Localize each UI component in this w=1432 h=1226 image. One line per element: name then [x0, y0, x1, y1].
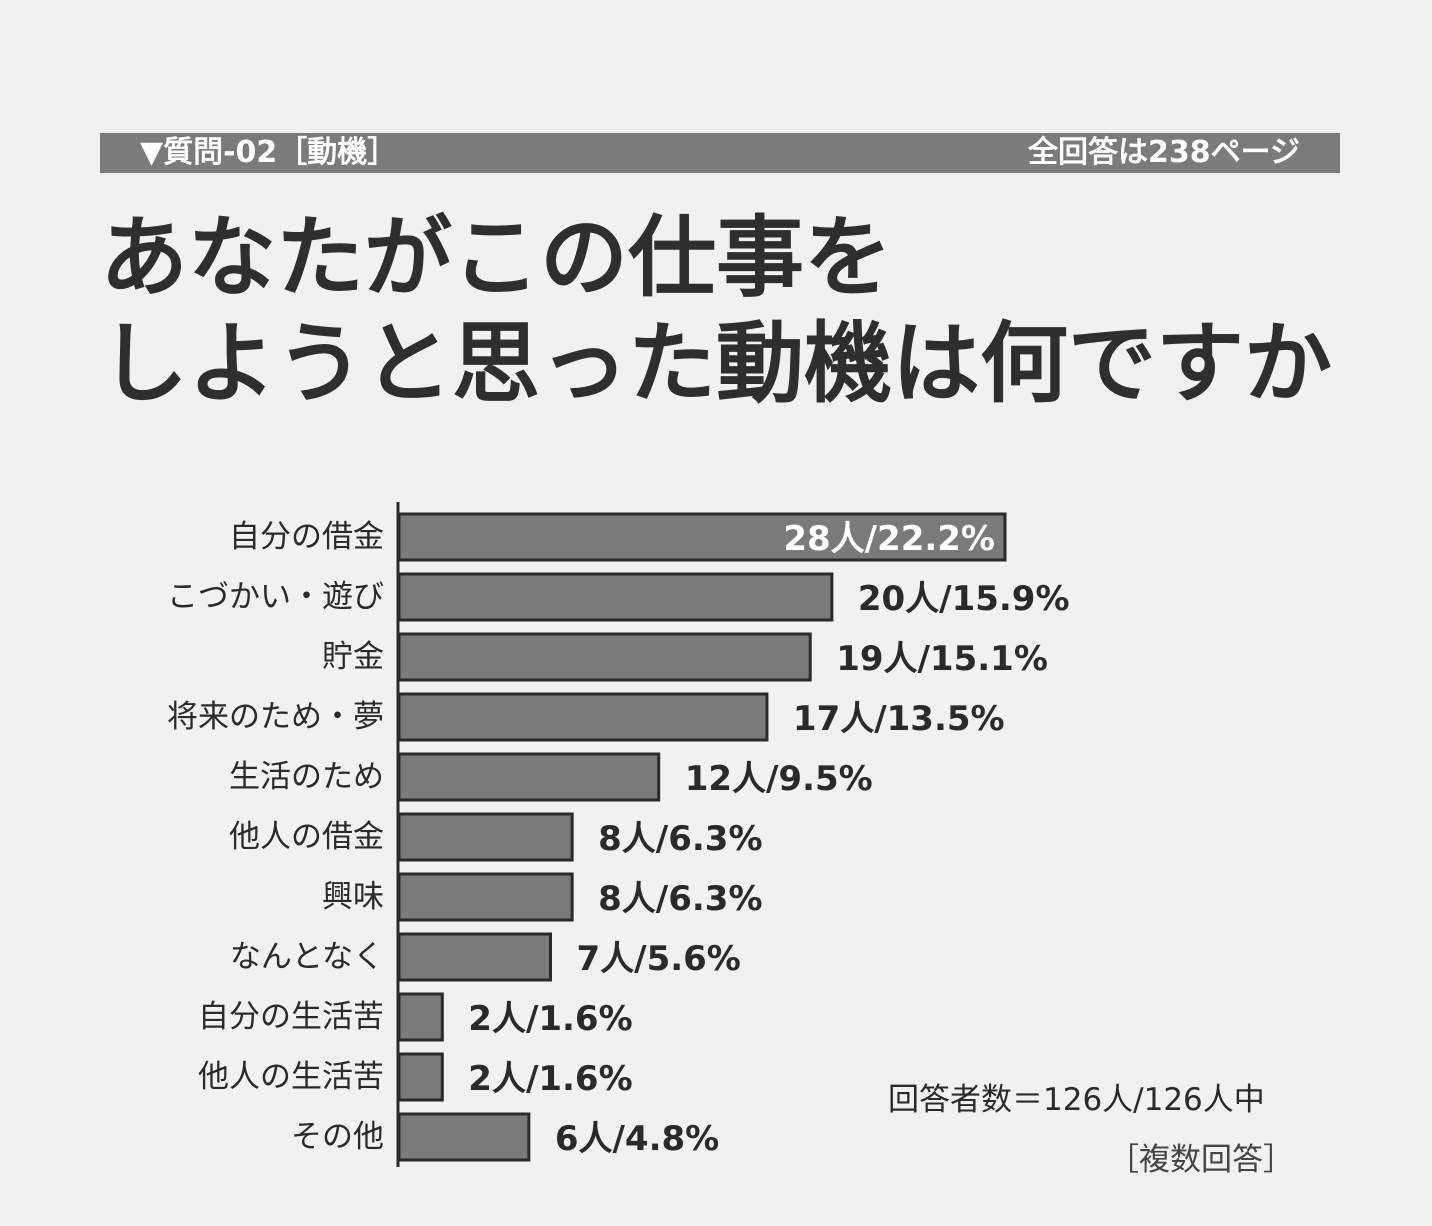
respondent-count-note: 回答者数＝126人/126人中 [888, 1082, 1265, 1118]
data-label: 7人/5.6% [577, 939, 741, 979]
category-label: なんとなく [230, 939, 384, 975]
bar [397, 1112, 531, 1162]
question-title: あなたがこの仕事を しようと思った動機は何ですか [100, 205, 1360, 417]
bar [397, 872, 574, 922]
category-label: 将来のため・夢 [167, 699, 384, 735]
category-label: 興味 [322, 879, 384, 915]
bar [397, 512, 1007, 562]
bar [397, 812, 574, 862]
data-label: 8人/6.3% [598, 819, 762, 859]
bar [397, 992, 444, 1042]
category-label: こづかい・遊び [167, 579, 384, 615]
bar [397, 1052, 444, 1102]
category-label: 自分の生活苦 [198, 999, 384, 1035]
data-label: 12人/9.5% [685, 759, 873, 799]
data-label: 8人/6.3% [598, 879, 762, 919]
multiple-answer-note: ［複数回答］ [1108, 1142, 1294, 1178]
bar [397, 752, 661, 802]
bar [397, 632, 812, 682]
bar [397, 932, 552, 982]
category-label: 他人の借金 [229, 819, 384, 855]
all-answers-page-ref: 全回答は238ページ [1027, 135, 1300, 170]
category-label: 他人の生活苦 [198, 1059, 384, 1095]
bar [397, 572, 834, 622]
category-label: 貯金 [322, 639, 384, 675]
category-label: 自分の借金 [229, 519, 384, 555]
data-label: 28人/22.2% [783, 519, 995, 559]
category-label: その他 [291, 1119, 384, 1155]
data-label: 19人/15.1% [836, 639, 1048, 679]
question-number: ▼質問-02［動機］ [140, 135, 398, 170]
question-title-line-2: しようと思った動機は何ですか [100, 312, 1333, 415]
data-label: 2人/1.6% [468, 1059, 632, 1099]
question-header-bar: ▼質問-02［動機］ 全回答は238ページ [100, 133, 1340, 173]
data-label: 2人/1.6% [468, 999, 632, 1039]
data-label: 20人/15.9% [858, 579, 1070, 619]
bar [397, 692, 769, 742]
category-label: 生活のため [229, 759, 384, 795]
data-label: 17人/13.5% [793, 699, 1005, 739]
question-title-line-1: あなたがこの仕事を [100, 206, 893, 309]
data-label: 6人/4.8% [555, 1119, 719, 1159]
